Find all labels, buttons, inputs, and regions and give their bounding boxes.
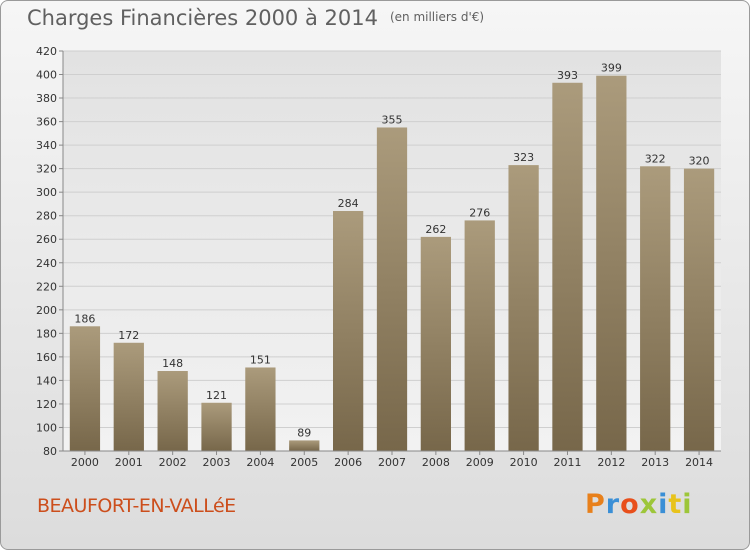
x-tick-label: 2006 — [334, 456, 362, 469]
logo-letter: P — [585, 489, 606, 520]
bar — [157, 371, 188, 451]
x-tick-label: 2010 — [510, 456, 538, 469]
x-tick-label: 2002 — [159, 456, 187, 469]
logo-letter: x — [639, 489, 659, 520]
y-tick-label: 260 — [36, 233, 57, 246]
y-tick-label: 100 — [36, 421, 57, 434]
commune-name: BEAUFORT-EN-VALLéE — [37, 495, 236, 517]
bar — [683, 168, 715, 451]
y-tick-label: 140 — [36, 374, 57, 387]
y-tick-label: 180 — [36, 327, 57, 340]
bar-value-label: 284 — [338, 197, 359, 210]
x-tick-label: 2011 — [553, 456, 581, 469]
bar — [464, 220, 495, 451]
bar-value-label: 323 — [513, 151, 534, 164]
y-tick-label: 340 — [36, 139, 57, 152]
y-tick-label: 160 — [36, 351, 57, 364]
bar-value-label: 121 — [206, 389, 227, 402]
bar — [420, 236, 452, 451]
y-tick-label: 400 — [36, 69, 57, 82]
logo-letter: r — [605, 489, 621, 520]
y-tick-label: 360 — [36, 116, 57, 129]
y-tick-label: 120 — [36, 398, 57, 411]
logo-letter: i — [658, 489, 669, 520]
x-tick-label: 2008 — [422, 456, 450, 469]
x-tick-label: 2001 — [115, 456, 143, 469]
bar-value-label: 399 — [601, 62, 622, 75]
y-tick-label: 420 — [36, 45, 57, 58]
y-tick-label: 80 — [43, 445, 57, 458]
bar — [201, 402, 232, 451]
bar-value-label: 89 — [297, 426, 311, 439]
x-tick-label: 2014 — [685, 456, 713, 469]
bar — [508, 165, 539, 451]
x-tick-label: 2000 — [71, 456, 99, 469]
y-tick-label: 320 — [36, 163, 57, 176]
bar-value-label: 148 — [162, 357, 183, 370]
axes: 80 100 120 140 160 180 200 220 240 260 280 300 320 34… — [36, 45, 721, 469]
bar — [113, 342, 144, 451]
bar — [332, 211, 364, 451]
bars — [69, 75, 715, 452]
bar — [69, 326, 101, 451]
bar-value-label: 262 — [425, 223, 446, 236]
logo-letter: t — [668, 489, 683, 520]
y-tick-label: 220 — [36, 280, 57, 293]
chart-unit: (en milliers d'€) — [389, 10, 485, 24]
bar — [245, 367, 276, 451]
logo-letter: o — [620, 489, 640, 520]
bar — [596, 75, 627, 452]
bar — [552, 82, 583, 451]
chart-title: Charges Financières 2000 à 2014 (en milli… — [27, 6, 484, 30]
data-labels: 186 172 148 121 151 89 284 355 262 276 323 393 399 32… — [74, 62, 709, 440]
bar — [289, 440, 320, 451]
bar-value-label: 276 — [469, 206, 490, 219]
x-tick-label: 2012 — [597, 456, 625, 469]
x-tick-label: 2004 — [246, 456, 274, 469]
x-tick-label: 2009 — [466, 456, 494, 469]
bar-value-label: 172 — [118, 329, 139, 342]
proxiti-logo[interactable]: Proxiti — [585, 489, 693, 520]
bar-value-label: 186 — [74, 312, 95, 325]
bar-value-label: 355 — [382, 113, 403, 126]
x-tick-label: 2007 — [378, 456, 406, 469]
bar — [640, 166, 671, 451]
x-tick-label: 2003 — [203, 456, 231, 469]
chart-title-text: Charges Financières 2000 à 2014 — [27, 6, 378, 30]
bar-value-label: 320 — [689, 155, 710, 168]
y-tick-label: 300 — [36, 186, 57, 199]
bar-value-label: 151 — [250, 353, 271, 366]
logo-letter: i — [682, 489, 693, 520]
bar-value-label: 393 — [557, 69, 578, 82]
y-tick-label: 200 — [36, 304, 57, 317]
bar-value-label: 322 — [645, 152, 666, 165]
x-tick-label: 2005 — [290, 456, 318, 469]
x-tick-label: 2013 — [641, 456, 669, 469]
bar — [376, 127, 408, 452]
y-tick-label: 380 — [36, 92, 57, 105]
y-tick-label: 280 — [36, 210, 57, 223]
y-tick-label: 240 — [36, 257, 57, 270]
